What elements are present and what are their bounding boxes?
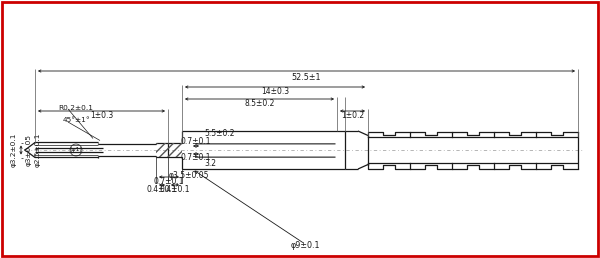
Text: 5.5±0.2: 5.5±0.2 — [205, 130, 235, 139]
Text: φ3.2±0.1: φ3.2±0.1 — [11, 133, 17, 167]
Text: φ9±0.1: φ9±0.1 — [290, 241, 320, 251]
Text: 3.2: 3.2 — [204, 159, 216, 168]
Text: 52.5±1: 52.5±1 — [292, 72, 321, 82]
Text: 1±0.3: 1±0.3 — [90, 111, 113, 120]
Text: 0.7±0.1: 0.7±0.1 — [154, 176, 184, 186]
Text: R0.2±0.1: R0.2±0.1 — [58, 105, 93, 111]
Text: 8.5±0.2: 8.5±0.2 — [244, 100, 275, 109]
Bar — [156, 143, 168, 157]
Text: 45°±1°: 45°±1° — [63, 117, 91, 123]
Text: (φ1): (φ1) — [70, 148, 82, 152]
Text: 0.7±0.1: 0.7±0.1 — [181, 154, 211, 163]
Text: 0.7±0.1: 0.7±0.1 — [181, 138, 211, 147]
Bar — [168, 143, 182, 157]
Text: φ3±0.05: φ3±0.05 — [26, 134, 32, 166]
Text: 14±0.3: 14±0.3 — [261, 87, 289, 96]
Text: 1±0.2: 1±0.2 — [341, 111, 364, 120]
Text: φ2.5±0.1: φ2.5±0.1 — [35, 133, 41, 167]
Text: φ3.5±0.05: φ3.5±0.05 — [169, 172, 209, 181]
Text: 0.4±0.1: 0.4±0.1 — [160, 184, 190, 194]
Text: 0.4±0.1: 0.4±0.1 — [147, 184, 177, 194]
